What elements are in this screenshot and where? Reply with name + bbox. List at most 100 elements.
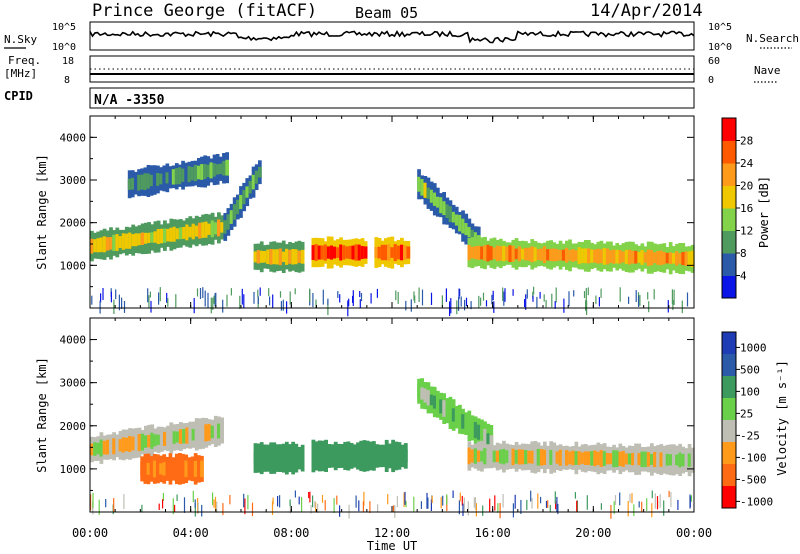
velocity-band-2-core [291,450,295,467]
velocity-speckle [430,499,432,511]
velocity-speckle [309,491,311,503]
power-band-7-core [653,252,657,264]
power-speckle [543,294,545,302]
velocity-speckle [586,495,588,510]
velocity-speckle [247,495,249,510]
power-speckle [196,288,199,297]
velocity-speckle [358,500,360,512]
power-band-2-core [232,204,237,220]
velocity-band-1-core [149,463,154,475]
velocity-band-0-core [109,440,113,453]
power-speckle [222,299,224,313]
velocity-band-5-core [530,450,535,464]
power-speckle [525,294,527,310]
power-speckle [175,294,177,308]
power-speckle [410,299,412,312]
velocity-speckle [461,495,463,506]
velocity-band-0-core [115,438,120,454]
power-band-7-core [555,249,560,261]
velocity-band-0-core [147,434,151,448]
power-band-7-core [690,250,695,268]
power-band-7-core [640,250,645,265]
velocity-band-2-core [256,450,261,466]
velocity-speckle [631,493,633,504]
velocity-speckle [387,494,389,505]
power-speckle [147,288,149,303]
velocity-band-0-core [134,435,139,451]
power-speckle [352,295,354,303]
velocity-speckle [427,497,429,509]
velocity-band-0-core [191,428,196,441]
velocity-ylabel: Slant Range [km] [35,357,49,473]
power-band-4-core [339,244,343,261]
velocity-colorbar-segment [722,464,736,487]
velocity-band-0-core [198,427,202,440]
velocity-speckle [614,495,617,505]
power-speckle [681,300,683,314]
velocity-band-5-core [656,452,660,467]
velocity-band-0-core [172,431,177,444]
power-band-1-core [174,168,179,185]
power-band-6-core [442,201,446,216]
velocity-band-3-core [384,448,389,464]
power-band-7-core [668,252,673,264]
power-band-5-core [374,247,379,258]
power-speckle [587,287,589,296]
power-speckle [478,295,480,308]
velocity-speckle [90,494,92,511]
power-speckle [504,288,506,302]
velocity-speckle [317,503,319,513]
power-band-7-core [511,245,516,262]
velocity-band-5-core [678,452,682,468]
velocity-band-3-core [314,447,319,465]
power-band-2-core [248,180,253,194]
power-speckle [545,300,547,308]
power-panel: 1000 2000 3000 4000 Slant Range [km] [35,115,695,317]
power-speckle [635,290,637,302]
velocity-speckle [668,490,670,498]
velocity-band-0-core [90,443,94,456]
velocity-band-5-core [577,451,582,465]
power-colorbar-tick-label: 4 [740,270,747,283]
velocity-speckle [214,496,217,511]
power-speckle [253,291,255,304]
power-band-3-core [266,249,270,264]
velocity-band-0-core [185,427,190,444]
velocity-panel: 1000 2000 3000 4000 Slant Range [km] [35,317,695,519]
power-colorbar-tick-label: 24 [740,157,754,170]
velocity-band-3-core [394,449,399,463]
power-band-0-core [115,234,120,251]
power-speckle [502,287,504,301]
velocity-band-5-core [549,450,553,465]
power-band-6-core [417,176,421,192]
power-speckle [449,301,451,317]
power-band-4-core [323,244,328,261]
velocity-speckle [105,499,107,508]
power-colorbar-segment [722,208,736,231]
velocity-band-0-core [137,434,142,452]
power-band-1-core [206,164,211,178]
velocity-band-1-core [200,460,204,478]
power-band-7-core [495,245,500,262]
power-band-7-core [643,252,648,263]
power-band-1-core [215,164,220,175]
power-band-1-core [171,169,176,185]
velocity-band-5-core [643,451,648,468]
freq-label-2: [MHz] [4,67,37,80]
power-speckle [600,288,602,298]
power-band-7-core [527,247,531,261]
power-speckle [370,293,372,304]
velocity-band-4-core [483,428,487,445]
velocity-band-4-core [461,414,465,429]
power-speckle [148,295,150,308]
power-band-1-core [130,177,135,190]
power-speckle [619,287,621,302]
power-band-7-core [612,249,616,264]
velocity-speckle [312,495,314,508]
power-band-2-core [236,199,240,215]
power-speckle [598,297,600,307]
power-band-0-core [169,227,174,242]
power-band-0-core [201,222,205,238]
power-band-1-core [184,167,189,183]
power-band-4-core [363,246,368,259]
